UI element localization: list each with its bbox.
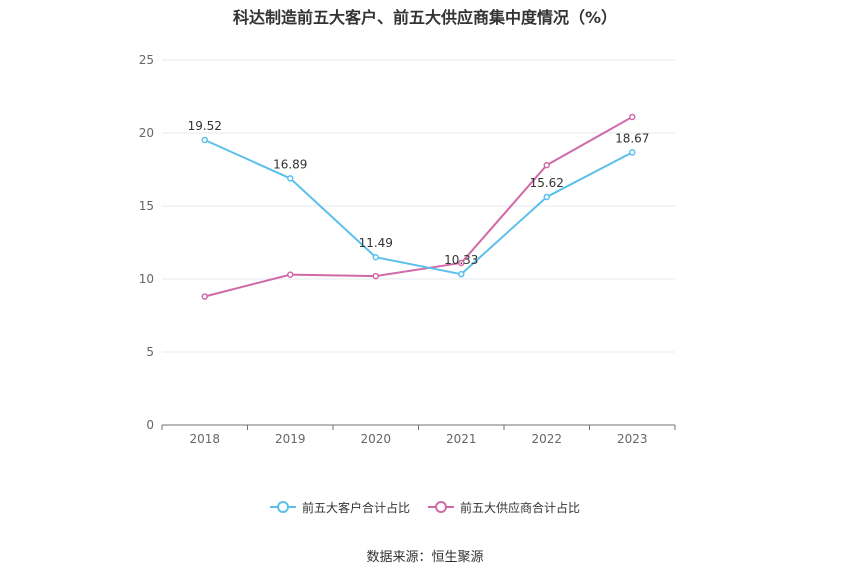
x-tick-label: 2019 [275,432,306,446]
series-line-1 [204,116,633,298]
data-point [458,259,465,267]
x-tick-label: 2018 [189,432,220,446]
chart-title: 科达制造前五大客户、前五大供应商集中度情况（%） [232,8,618,27]
data-label: 10.33 [444,253,478,267]
x-tick-label: 2023 [617,432,648,446]
series-line-0 [204,139,633,276]
source-note: 数据来源：恒生聚源 [366,550,484,565]
data-label: 19.52 [188,119,222,133]
data-point [629,113,636,121]
data-point [629,149,636,156]
legend: 前五大客户合计占比 前五大供应商合计占比 [0,497,850,517]
data-label: 15.62 [530,176,564,190]
legend-label: 前五大供应商合计占比 [460,500,581,515]
y-tick-label: 15 [139,199,154,213]
y-tick-label: 5 [146,345,154,359]
data-label: 11.49 [359,236,393,250]
data-label: 16.89 [273,157,307,171]
data-point [372,253,379,261]
data-label: 18.67 [615,131,649,145]
data-point [201,293,208,300]
y-tick-label: 10 [139,272,154,286]
data-point [287,175,294,182]
legend-item-1[interactable]: 前五大供应商合计占比 [428,499,580,516]
data-point [372,272,379,280]
legend-marker-icon [428,500,454,514]
data-point [543,161,550,169]
x-tick-label: 2022 [531,432,562,446]
y-tick-label: 25 [139,53,154,67]
data-point [543,193,550,201]
data-point [287,271,294,278]
data-point [458,270,465,278]
x-tick-label: 2020 [360,432,391,446]
legend-label: 前五大客户合计占比 [301,500,410,515]
y-tick-label: 20 [139,126,154,140]
legend-marker-icon [269,500,296,514]
data-point [201,136,208,144]
legend-item-0[interactable]: 前五大客户合计占比 [269,499,410,516]
y-tick-label: 0 [146,418,154,432]
x-tick-label: 2021 [446,432,477,446]
